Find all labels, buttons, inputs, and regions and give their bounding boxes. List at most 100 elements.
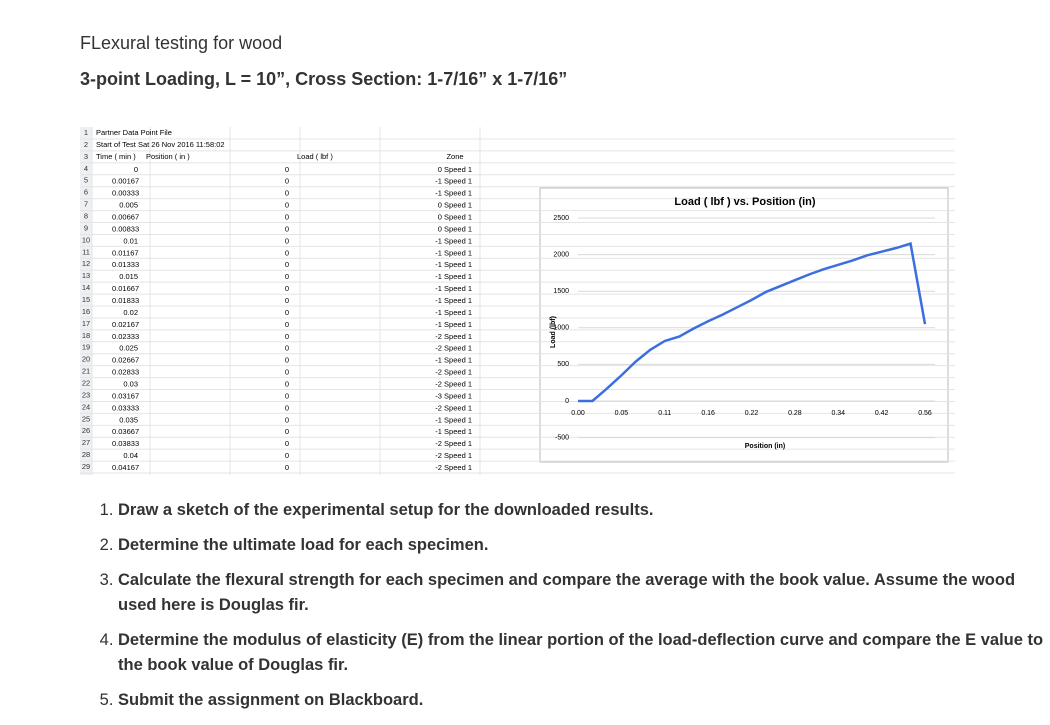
zone-cell: -1 Speed 1 [435, 320, 472, 329]
task-text: Submit the assignment on Blackboard. [118, 691, 424, 709]
time-cell: 0.01 [123, 236, 138, 245]
row-number: 10 [82, 235, 90, 244]
load-cell: 0 [285, 284, 289, 293]
load-cell: 0 [285, 296, 289, 305]
row-number: 26 [82, 426, 90, 435]
task-item: Calculate the flexural strength for each… [118, 568, 1048, 618]
zone-cell: -2 Speed 1 [435, 332, 472, 341]
zone-cell: -1 Speed 1 [435, 415, 472, 424]
time-cell: 0.02167 [112, 320, 139, 329]
row-number: 15 [82, 295, 90, 304]
time-cell: 0.005 [119, 201, 138, 210]
task-text: Determine the modulus of elasticity (E) … [118, 631, 1044, 674]
y-tick-label: -500 [555, 434, 569, 441]
time-cell: 0.03667 [112, 427, 139, 436]
row-number: 5 [84, 176, 88, 185]
task-item: Submit the assignment on Blackboard. [118, 688, 1048, 713]
load-cell: 0 [285, 439, 289, 448]
row-number: 20 [82, 355, 90, 364]
time-cell: 0.03833 [112, 439, 139, 448]
load-cell: 0 [285, 380, 289, 389]
time-cell: 0.00333 [112, 189, 139, 198]
y-tick-label: 0 [565, 398, 569, 405]
zone-cell: 0 Speed 1 [438, 212, 472, 221]
x-tick-label: 0.28 [788, 410, 802, 417]
load-cell: 0 [285, 368, 289, 377]
y-tick-label: 2000 [553, 251, 569, 258]
time-cell: 0.00167 [112, 177, 139, 186]
row-number: 18 [82, 331, 90, 340]
task-item: Draw a sketch of the experimental setup … [118, 498, 1048, 523]
load-cell: 0 [285, 272, 289, 281]
load-cell: 0 [285, 356, 289, 365]
row-number: 3 [84, 152, 88, 161]
row-header [80, 127, 92, 475]
x-tick-label: 0.56 [918, 410, 932, 417]
sheet-header: Zone [446, 152, 463, 161]
x-tick-label: 0.05 [615, 410, 629, 417]
time-cell: 0.00667 [112, 212, 139, 221]
time-cell: 0.02 [123, 308, 138, 317]
x-axis-label: Position (in) [745, 443, 785, 450]
x-tick-label: 0.34 [831, 410, 845, 417]
load-cell: 0 [285, 165, 289, 174]
zone-cell: -1 Speed 1 [435, 356, 472, 365]
y-axis-label: Load (lbf) [550, 316, 557, 348]
load-cell: 0 [285, 463, 289, 472]
row-number: 12 [82, 259, 90, 268]
y-tick-label: 1500 [553, 288, 569, 295]
zone-cell: 0 Speed 1 [438, 224, 472, 233]
row-number: 14 [82, 283, 90, 292]
row-number: 9 [84, 223, 88, 232]
task-text: Calculate the flexural strength for each… [118, 571, 1016, 614]
zone-cell: -1 Speed 1 [435, 272, 472, 281]
load-cell: 0 [285, 451, 289, 460]
zone-cell: -1 Speed 1 [435, 260, 472, 269]
y-tick-label: 1000 [553, 325, 569, 332]
x-tick-label: 0.42 [875, 410, 889, 417]
row-number: 24 [82, 402, 90, 411]
row-number: 11 [82, 247, 90, 256]
sheet-header: Position ( in ) [146, 152, 190, 161]
time-cell: 0.025 [119, 344, 138, 353]
time-cell: 0.01667 [112, 284, 139, 293]
zone-cell: 0 Speed 1 [438, 201, 472, 210]
zone-cell: -1 Speed 1 [435, 189, 472, 198]
time-cell: 0.04167 [112, 463, 139, 472]
time-cell: 0.01833 [112, 296, 139, 305]
load-cell: 0 [285, 308, 289, 317]
zone-cell: -1 Speed 1 [435, 284, 472, 293]
zone-cell: -1 Speed 1 [435, 427, 472, 436]
data-line [578, 242, 927, 403]
y-tick-label: 500 [557, 361, 569, 368]
load-cell: 0 [285, 344, 289, 353]
load-cell: 0 [285, 236, 289, 245]
row-number: 19 [82, 343, 90, 352]
x-tick-label: 0.22 [745, 410, 759, 417]
zone-cell: -2 Speed 1 [435, 403, 472, 412]
load-cell: 0 [285, 391, 289, 400]
task-item: Determine the modulus of elasticity (E) … [118, 628, 1048, 678]
row-number: 25 [82, 414, 90, 423]
row-number: 28 [82, 450, 90, 459]
x-tick-label: 0.16 [701, 410, 715, 417]
load-cell: 0 [285, 201, 289, 210]
zone-cell: 0 Speed 1 [438, 165, 472, 174]
zone-cell: -2 Speed 1 [435, 439, 472, 448]
time-cell: 0.035 [119, 415, 138, 424]
zone-cell: -1 Speed 1 [435, 308, 472, 317]
time-cell: 0.02333 [112, 332, 139, 341]
task-item: Determine the ultimate load for each spe… [118, 533, 1048, 558]
zone-cell: -1 Speed 1 [435, 296, 472, 305]
load-cell: 0 [285, 260, 289, 269]
x-tick-label: 0.11 [658, 410, 671, 417]
title: FLexural testing for wood [80, 33, 283, 53]
load-cell: 0 [285, 320, 289, 329]
row-number: 1 [84, 128, 88, 137]
sheet-note: Partner Data Point File [96, 128, 172, 137]
zone-cell: -1 Speed 1 [435, 177, 472, 186]
time-cell: 0.015 [119, 272, 138, 281]
row-number: 8 [84, 211, 88, 220]
time-cell: 0.03167 [112, 391, 139, 400]
time-cell: 0.02833 [112, 368, 139, 377]
